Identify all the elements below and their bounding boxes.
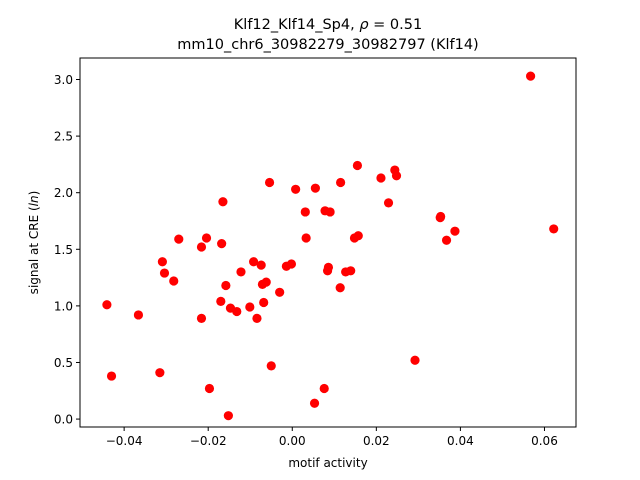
data-point-6 — [169, 276, 179, 286]
chart-title-line2: mm10_chr6_30982279_30982797 (Klf14) — [177, 37, 478, 53]
y-axis-ticks: 0.0 0.5 1.0 1.5 2.0 2.5 3.0 — [54, 73, 80, 427]
data-point-18 — [232, 306, 242, 317]
data-point-36 — [310, 183, 320, 193]
title-rho-symbol: ρ — [359, 17, 369, 33]
data-point-29 — [275, 287, 285, 297]
data-point-56 — [441, 235, 452, 245]
data-point-35 — [309, 398, 320, 408]
plot-frame — [79, 57, 577, 428]
data-point-16 — [223, 411, 233, 421]
data-point-9 — [196, 313, 207, 323]
data-point-41 — [325, 207, 335, 217]
data-point-11 — [204, 383, 215, 394]
x-tick-label-5: 0.06 — [531, 434, 558, 448]
data-point-28 — [266, 361, 276, 371]
y-tick-label-1: 0.5 — [54, 356, 73, 370]
y-axis-label-suffix: ) — [27, 191, 41, 196]
data-point-31 — [286, 259, 297, 269]
data-point-7 — [174, 234, 184, 244]
y-tick-label-0: 0.0 — [54, 413, 73, 427]
y-axis-label-italic: ln — [27, 195, 41, 206]
data-point-22 — [252, 313, 262, 323]
x-tick-label-3: 0.02 — [363, 434, 390, 448]
points-layer — [102, 71, 559, 421]
data-point-58 — [526, 71, 536, 81]
x-tick-label-2: 0.00 — [279, 434, 306, 448]
y-tick-label-2: 1.0 — [54, 299, 73, 313]
data-point-25 — [259, 297, 269, 308]
data-point-20 — [245, 302, 255, 312]
data-point-43 — [336, 177, 346, 188]
x-tick-label-1: −0.02 — [190, 434, 227, 448]
data-point-55 — [436, 211, 446, 222]
data-point-23 — [256, 260, 266, 270]
y-tick-label-5: 2.5 — [54, 130, 73, 144]
data-point-59 — [549, 224, 559, 234]
data-point-4 — [157, 257, 167, 267]
x-axis-label: motif activity — [288, 456, 367, 470]
data-point-57 — [450, 226, 460, 236]
data-point-27 — [264, 177, 275, 188]
data-point-50 — [383, 198, 394, 208]
y-tick-label-3: 1.5 — [54, 243, 73, 257]
y-axis-label: signal at CRE (ln) — [27, 191, 41, 295]
data-point-14 — [218, 197, 228, 207]
data-point-15 — [221, 280, 231, 291]
data-point-40 — [323, 262, 334, 272]
data-point-45 — [346, 266, 356, 276]
data-point-53 — [410, 355, 420, 365]
data-point-5 — [159, 268, 170, 278]
data-point-3 — [155, 368, 165, 378]
data-point-0 — [102, 300, 112, 310]
y-tick-label-4: 2.0 — [54, 186, 73, 200]
data-point-13 — [217, 239, 227, 249]
x-tick-label-0: −0.04 — [106, 434, 143, 448]
y-axis-label-prefix: signal at CRE ( — [27, 206, 41, 294]
data-point-2 — [133, 310, 144, 320]
data-point-52 — [391, 171, 402, 181]
data-point-8 — [196, 242, 207, 252]
x-axis-ticks: −0.04 −0.02 0.00 0.02 0.04 0.06 — [106, 427, 558, 448]
data-point-47 — [352, 160, 363, 171]
data-point-32 — [291, 184, 301, 194]
y-tick-label-6: 3.0 — [54, 73, 73, 87]
data-point-48 — [353, 231, 363, 241]
title-rho-value: = 0.51 — [369, 17, 423, 33]
title-text: Klf12_Klf14_Sp4, — [234, 17, 360, 33]
x-tick-label-4: 0.04 — [447, 434, 474, 448]
data-point-37 — [319, 383, 329, 394]
data-point-49 — [376, 173, 386, 183]
chart-title-line1: Klf12_Klf14_Sp4, ρ = 0.51 — [234, 17, 422, 33]
data-point-42 — [335, 283, 345, 293]
data-point-21 — [249, 257, 259, 267]
data-point-34 — [301, 233, 311, 243]
data-point-1 — [106, 371, 117, 381]
data-point-12 — [216, 296, 226, 306]
data-point-26 — [261, 277, 271, 287]
data-point-33 — [300, 207, 310, 217]
data-point-19 — [236, 267, 246, 277]
data-point-10 — [201, 233, 212, 243]
